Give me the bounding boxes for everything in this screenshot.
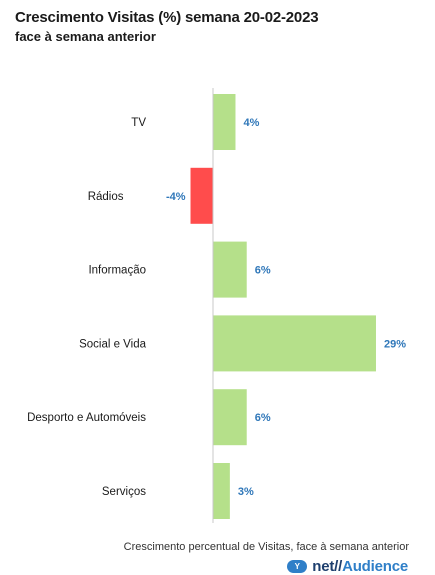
bar-1 (190, 167, 213, 224)
logo-text: net//Audience (312, 558, 408, 575)
chart-subtitle: face à semana anterior (15, 29, 156, 44)
bar-0 (213, 94, 236, 150)
bar-3 (213, 315, 376, 372)
category-label: Desporto e Automóveis (27, 412, 146, 424)
category-label: Serviços (102, 486, 146, 498)
value-label: 4% (243, 117, 259, 129)
category-label: Informação (88, 265, 146, 277)
bar-2 (213, 241, 247, 298)
category-label: Rádios (88, 191, 124, 203)
bar-5 (213, 463, 230, 519)
value-label: 6% (255, 412, 271, 424)
bar-4 (213, 389, 247, 446)
logo-badge-icon: Y (287, 560, 308, 573)
chart-title: Crescimento Visitas (%) semana 20-02-202… (15, 9, 319, 26)
logo-prefix: net// (312, 558, 343, 575)
category-label: Social e Vida (79, 338, 147, 350)
value-label: 6% (255, 265, 271, 277)
value-label: -4% (166, 191, 186, 203)
chart-footnote: Crescimento percentual de Visitas, face … (123, 541, 409, 553)
value-label: 29% (384, 338, 406, 350)
category-label: TV (131, 117, 146, 129)
value-label: 3% (238, 486, 254, 498)
logo-name: Audience (342, 558, 408, 575)
netaudience-logo: Y net//Audience (287, 558, 408, 575)
